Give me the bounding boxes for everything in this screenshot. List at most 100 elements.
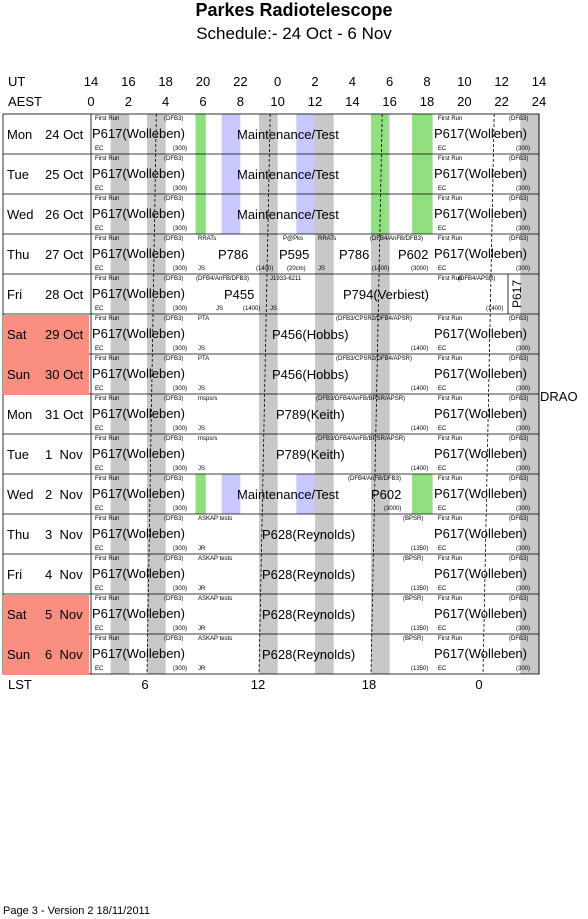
freq-note: (300)	[516, 586, 531, 592]
backend-note: (DFB3)	[164, 116, 184, 122]
project-label: P617(Wolleben)	[92, 486, 185, 501]
cell-label: (DFB4/AnFB/DFB3)	[348, 476, 402, 482]
maint-band-lavender	[296, 194, 315, 234]
first-run-note: First Run	[438, 236, 463, 242]
freq-note: (300)	[173, 626, 188, 632]
night-band	[520, 554, 539, 594]
night-band	[520, 514, 539, 554]
night-band	[315, 154, 334, 194]
freq-note: (300)	[516, 466, 531, 472]
project-label: P617(Wolleben)	[434, 406, 527, 421]
project-label: P617(Wolleben)	[92, 446, 185, 461]
night-band	[520, 354, 539, 394]
cell-label: ASKAP tests	[198, 596, 233, 602]
night-band	[371, 474, 390, 514]
cell-label: JS	[198, 266, 206, 272]
night-band	[110, 274, 130, 314]
night-band	[315, 194, 334, 234]
project-label: P456(Hobbs)	[272, 367, 349, 382]
night-band	[371, 634, 390, 674]
aest-tick: 6	[199, 94, 207, 109]
first-run-note: First Run	[95, 116, 120, 122]
ut-tick: 10	[457, 74, 472, 89]
page-subtitle: Schedule:- 24 Oct - 6 Nov	[196, 24, 392, 43]
project-label: P602	[371, 487, 402, 502]
freq-note: (300)	[173, 546, 188, 552]
night-band	[371, 234, 390, 274]
night-band	[520, 154, 539, 194]
ut-tick: 6	[386, 74, 394, 89]
night-band	[110, 314, 130, 354]
cell-label: (1400)	[256, 266, 274, 272]
observer-note: EC	[438, 186, 447, 192]
day-date: 26 Oct	[45, 207, 84, 222]
day-label: Sun 6 Nov	[3, 634, 89, 675]
night-band	[147, 434, 166, 474]
night-band	[315, 234, 334, 274]
night-band	[371, 354, 390, 394]
page-footer: Page 3 - Version 2 18/11/2011	[3, 905, 150, 917]
maint-band-green	[195, 154, 206, 194]
aest-tick: 12	[307, 94, 323, 109]
lst-line	[370, 113, 383, 675]
ut-tick: 0	[274, 74, 282, 89]
day-label: Thu 3 Nov	[3, 515, 89, 555]
night-band	[259, 554, 278, 594]
first-run-note: First Run	[95, 636, 120, 642]
maint-band-lavender	[221, 474, 241, 514]
maint-band-green	[371, 194, 388, 234]
night-band	[259, 394, 278, 434]
maintenance-label: Maintenance/Test	[237, 207, 339, 222]
cell-label: (3000)	[384, 506, 402, 512]
project-label: P628(Reynolds)	[262, 567, 356, 582]
first-run-note: First Run	[95, 196, 120, 202]
cell-label: (3000)	[411, 266, 429, 272]
cell-label: (DFB3/DFB4/AnFB/BPSR/APSR)	[316, 396, 406, 402]
freq-note: (300)	[516, 626, 531, 632]
night-band	[520, 194, 539, 234]
ut-tick: 12	[494, 74, 509, 89]
maint-band-lavender	[221, 154, 241, 194]
day-label: Sun 30 Oct	[3, 354, 89, 395]
first-run-note: First Run	[438, 476, 463, 482]
ut-tick: 14	[83, 74, 99, 89]
night-band	[110, 194, 130, 234]
cell-label: mspsrs	[198, 396, 218, 402]
backend-note: (DFB3)	[509, 116, 529, 122]
night-band	[147, 474, 166, 514]
cell-label: (BPSR)	[403, 556, 424, 562]
observer-note: EC	[95, 426, 104, 432]
day-date: 6 Nov	[45, 647, 83, 662]
day-of-week: Tue	[7, 447, 29, 462]
ut-tick: 4	[348, 74, 356, 89]
night-band	[259, 114, 278, 154]
night-band	[110, 634, 130, 674]
cell-label: JS	[216, 306, 224, 312]
maint-band-green	[371, 154, 388, 194]
first-run-note: First Run	[438, 316, 463, 322]
aest-tick: 14	[345, 94, 360, 109]
backend-note: (DFB3)	[164, 516, 184, 522]
observer-note: EC	[438, 266, 447, 272]
project-label: P617(Wolleben)	[434, 166, 527, 181]
project-label: P617(Wolleben)	[434, 126, 527, 141]
cell-label: (BPSR)	[403, 636, 424, 642]
first-run-note: First Run	[438, 396, 463, 402]
day-label: Mon 31 Oct	[3, 395, 89, 435]
observer-note: EC	[438, 346, 447, 352]
cell-label: JS	[198, 426, 206, 432]
cell-label: JS	[198, 466, 206, 472]
night-band	[147, 634, 166, 674]
cell-label: (DFB3/CPSR2/DFB4/APSR)	[336, 356, 413, 362]
day-date: 24 Oct	[45, 127, 84, 142]
aest-tick: 4	[162, 94, 170, 109]
maintenance-label: Maintenance/Test	[237, 127, 339, 142]
day-of-week: Mon	[7, 127, 33, 142]
first-run-note: First Run	[438, 596, 463, 602]
day-of-week: Sat	[7, 607, 27, 622]
cell-label: (DFB4/AnFB/DFB3)	[196, 276, 250, 282]
night-band	[110, 594, 130, 634]
cell-label: ASKAP tests	[198, 516, 233, 522]
cell-label: JS	[198, 346, 206, 352]
day-date: 5 Nov	[45, 607, 83, 622]
